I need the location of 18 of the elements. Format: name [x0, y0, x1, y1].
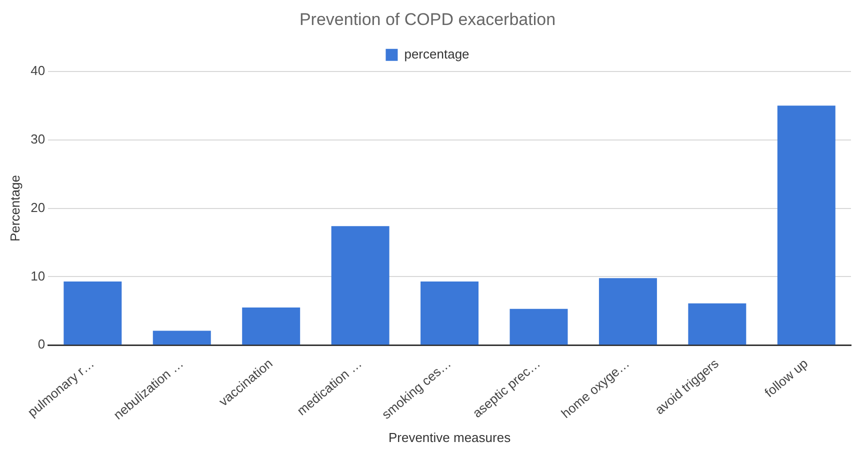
- bar: [152, 330, 211, 345]
- bar: [331, 226, 390, 345]
- bar: [64, 282, 122, 345]
- bar: [510, 308, 568, 345]
- y-tick-label: 30: [30, 131, 46, 146]
- bar: [242, 308, 300, 345]
- bar: [688, 303, 746, 345]
- chart-title: Prevention of COPD exacerbation: [299, 10, 556, 29]
- bar: [420, 282, 479, 345]
- y-tick-label: 20: [30, 200, 46, 215]
- bar: [777, 106, 836, 345]
- x-axis-title: Preventive measures: [388, 430, 512, 445]
- legend-label: percentage: [404, 46, 470, 62]
- y-tick-label: 10: [30, 268, 46, 284]
- bar: [598, 278, 657, 345]
- y-tick-label: 40: [30, 62, 46, 78]
- y-tick-label: 0: [38, 336, 46, 352]
- y-axis-title: Percentage: [7, 175, 22, 242]
